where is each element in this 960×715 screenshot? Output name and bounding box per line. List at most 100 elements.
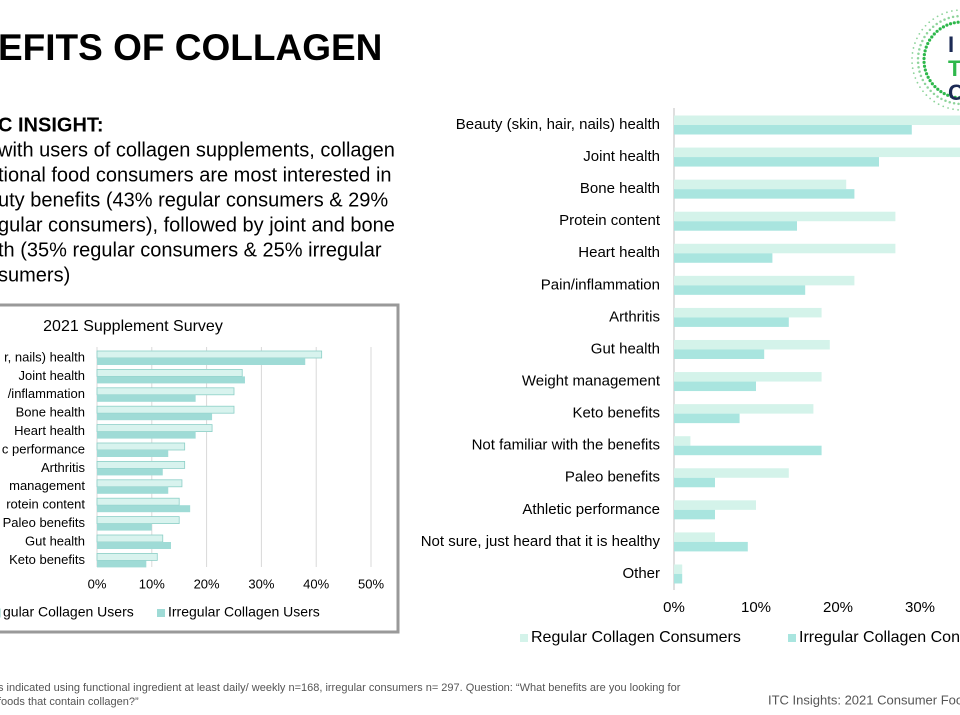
bar: [97, 486, 169, 494]
insight-line: tional food consumers are most intereste…: [0, 164, 392, 186]
logo-dot: [926, 75, 930, 79]
bar: [674, 179, 847, 190]
logo-dot: [923, 35, 926, 39]
bar: [674, 157, 879, 167]
logo-dot: [946, 93, 950, 97]
logo-dot: [933, 100, 936, 103]
y-tick-label: Paleo benefits: [565, 469, 660, 486]
logo-dot: [925, 94, 928, 96]
logo-dot: [927, 38, 932, 42]
logo-dot: [922, 64, 927, 68]
bar: [674, 381, 756, 392]
y-tick-label: Gut health: [591, 340, 660, 357]
x-tick-label: 50%: [358, 576, 384, 591]
logo-letter: T: [948, 56, 960, 81]
y-tick-label: Beauty (skin, hair, nails) health: [456, 116, 660, 133]
y-tick-label: Gut health: [25, 533, 85, 548]
bar: [674, 339, 830, 350]
logo-dot: [950, 10, 953, 12]
bar: [97, 431, 196, 439]
bar: [97, 468, 163, 476]
y-tick-label: Joint health: [583, 148, 660, 165]
bar: [97, 523, 152, 531]
logo-dot: [916, 37, 918, 40]
bar: [96, 368, 243, 377]
y-tick-label: r, nails) health: [4, 349, 85, 364]
logo-dot: [948, 22, 953, 26]
bar: [97, 542, 171, 549]
logo-dot: [939, 89, 943, 94]
logo-dot: [940, 97, 943, 101]
y-tick-label: Keto benefits: [9, 552, 85, 567]
logo-dot: [916, 61, 920, 65]
bar: [674, 564, 683, 574]
bar: [96, 497, 180, 506]
bar: [674, 307, 822, 318]
logo-dot: [911, 62, 913, 65]
bar: [674, 372, 822, 382]
y-tick-label: Not sure, just heard that it is healthy: [421, 533, 661, 550]
legend-swatch: [520, 634, 528, 642]
logo-dot: [925, 32, 929, 35]
logo-dot: [956, 14, 959, 18]
logo-dot: [953, 95, 957, 99]
logo-dot: [926, 86, 929, 89]
legend-swatch: [157, 609, 165, 617]
bar: [674, 573, 683, 584]
logo-dot: [942, 105, 945, 108]
logo-dot: [928, 28, 932, 32]
logo-dot: [914, 77, 917, 79]
y-tick-label: Not familiar with the benefits: [472, 437, 660, 454]
logo-dot: [948, 101, 951, 104]
logo-dot: [930, 35, 934, 39]
legend-label: Irregular Collagen Users: [168, 604, 320, 620]
logo-dot: [936, 87, 940, 91]
logo-dot: [929, 97, 932, 100]
logo-dot: [918, 32, 921, 35]
y-tick-label: Keto benefits: [572, 405, 660, 422]
source: ITC Insights: 2021 Consumer Foo: [768, 692, 960, 707]
legend-swatch: [788, 634, 796, 642]
legend-label: gular Collagen Users: [3, 604, 134, 620]
logo-dot: [922, 90, 924, 93]
logo-dot: [952, 21, 956, 25]
x-tick-label: 0%: [88, 576, 107, 591]
logo-dot: [956, 9, 958, 12]
bar: [97, 376, 245, 384]
slide-title: EFITS OF COLLAGEN: [0, 27, 382, 68]
x-tick-label: 0%: [663, 599, 685, 616]
bar: [96, 350, 323, 359]
bar: [674, 477, 715, 488]
x-tick-label: 20%: [194, 576, 220, 591]
logo-dot: [911, 52, 914, 54]
logo-dot: [923, 68, 927, 72]
y-tick-label: Protein content: [559, 212, 661, 229]
logo-dot: [921, 28, 924, 31]
logo-dot: [923, 82, 927, 86]
bar: [674, 404, 814, 414]
logo-dot: [922, 60, 926, 64]
logo-dot: [941, 13, 944, 16]
logo-dot: [924, 45, 928, 49]
legend-label: Regular Collagen Consumers: [531, 629, 741, 646]
bar: [674, 436, 691, 446]
bar: [674, 509, 715, 520]
logo-dot: [924, 72, 929, 76]
x-tick-label: 40%: [303, 576, 329, 591]
footnote: foods that contain collagen?”: [0, 696, 139, 708]
logo-dot: [917, 65, 920, 69]
y-tick-label: Weight management: [522, 373, 661, 390]
logo-dot: [939, 20, 942, 23]
logo-dot: [922, 53, 926, 57]
logo-dot: [956, 20, 960, 24]
bar: [674, 532, 715, 542]
logo-dot: [923, 49, 927, 53]
y-tick-label: Arthritis: [609, 308, 660, 325]
logo-dot: [943, 18, 946, 21]
insight-line: gular consumers), followed by joint and …: [0, 214, 395, 236]
bar: [674, 413, 740, 424]
logo-dot: [941, 25, 946, 29]
logo-dot: [949, 94, 953, 99]
bar: [674, 285, 806, 295]
logo-letter: I: [948, 32, 954, 57]
